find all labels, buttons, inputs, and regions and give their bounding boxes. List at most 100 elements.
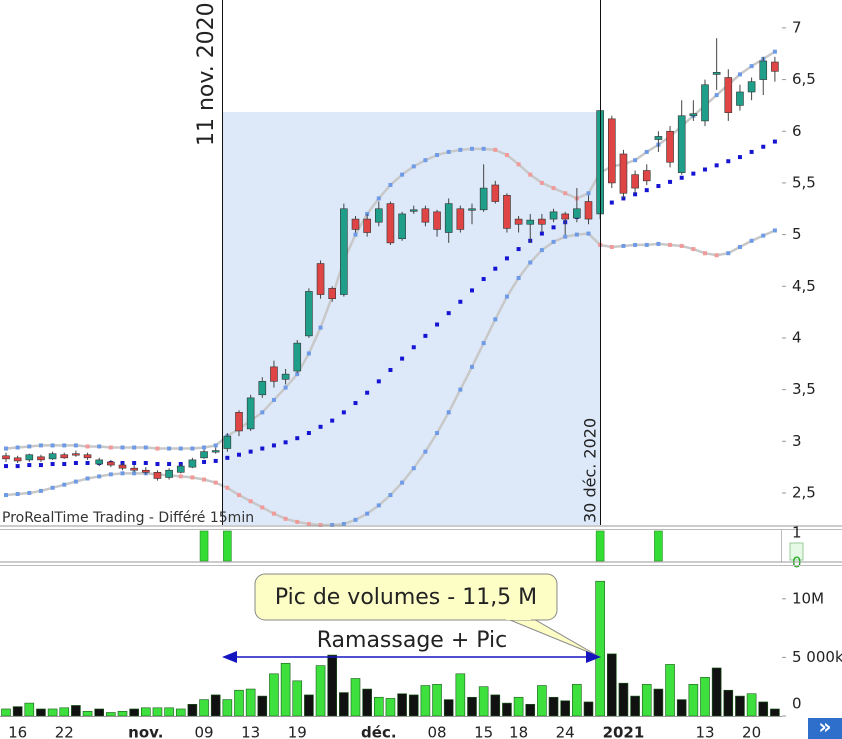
band-dot [353, 232, 358, 237]
volume-bar [595, 580, 605, 717]
middle-dot [132, 460, 137, 465]
volume-bar [199, 699, 209, 717]
volume-bar [502, 702, 512, 717]
y-tick-label: 2,5 [792, 483, 816, 501]
band-dot [761, 233, 766, 238]
middle-dot [458, 299, 463, 304]
candle-body [549, 211, 558, 220]
middle-dot [225, 455, 230, 460]
band-dot [644, 149, 649, 154]
candle-body [200, 451, 208, 459]
signal-bar [654, 530, 663, 562]
band-dot [4, 493, 8, 498]
candle-body [2, 455, 10, 460]
middle-dot [656, 184, 661, 189]
volume-bar [234, 689, 244, 717]
middle-dot [365, 390, 370, 395]
band-dot [15, 445, 20, 450]
volume-bar [187, 703, 198, 717]
volume-bar [490, 694, 501, 717]
candle-body [95, 459, 103, 465]
volume-bar [129, 708, 139, 717]
band-dot [295, 372, 300, 377]
candle-body [48, 453, 57, 460]
middle-dot [376, 379, 381, 384]
band-dot [737, 244, 742, 249]
band-dot [388, 182, 393, 187]
next-button-label[interactable]: » [819, 715, 832, 739]
volume-bar [641, 684, 652, 717]
middle-dot [15, 464, 20, 469]
middle-dot [306, 431, 311, 436]
band-dot [400, 172, 405, 177]
volume-bar [606, 653, 617, 717]
candle-body [340, 208, 348, 295]
volume-bar [141, 707, 151, 717]
volume-bar [735, 695, 745, 717]
candle-body [759, 60, 768, 80]
volume-bar [327, 654, 338, 717]
band-dot [435, 431, 440, 436]
volume-bar [618, 682, 629, 717]
candle-body [316, 263, 325, 295]
band-dot [423, 158, 428, 163]
band-dot [271, 511, 276, 516]
band-dot [481, 146, 486, 151]
band-dot [737, 72, 742, 77]
volume-bar [397, 693, 407, 717]
candle-body [130, 467, 138, 471]
x-tick-label: déc. [361, 724, 397, 739]
band-dot [435, 153, 440, 158]
band-dot [749, 238, 754, 243]
band-dot [376, 503, 381, 508]
volume-bar [117, 711, 128, 717]
next-button[interactable]: » [808, 715, 842, 739]
band-dot [586, 231, 591, 236]
band-dot [120, 445, 125, 450]
middle-dot [50, 462, 55, 467]
x-tick-label: 20 [742, 724, 761, 739]
y-tick-label: 4,5 [792, 277, 816, 295]
middle-dot [423, 333, 428, 338]
x-tick-label: 09 [195, 724, 214, 739]
band-dot [202, 445, 207, 450]
band-dot [190, 446, 195, 451]
band-dot [528, 260, 533, 265]
volume-bar [82, 711, 93, 717]
volume-bar [362, 688, 372, 717]
band-dot [178, 474, 183, 479]
band-dot [132, 471, 137, 476]
band-dot [714, 93, 719, 98]
middle-dot [85, 460, 90, 465]
candle-body [642, 170, 651, 182]
volume-bar [269, 673, 279, 717]
middle-dot [353, 401, 358, 406]
middle-dot [761, 144, 766, 149]
band-dot [458, 387, 463, 392]
band-dot [691, 247, 696, 252]
x-tick-label: 18 [509, 724, 528, 739]
candle-body [689, 113, 698, 117]
callout-text: Pic de volumes - 11,5 M [275, 585, 537, 610]
band-dot [574, 232, 579, 237]
candle-body [747, 81, 756, 93]
band-dot [120, 471, 125, 476]
band-dot [772, 228, 777, 233]
band-dot [749, 64, 754, 69]
candle-body [118, 464, 127, 469]
volume-bar [548, 696, 559, 717]
band-dot [633, 158, 638, 163]
middle-dot [213, 458, 218, 463]
band-dot [237, 493, 241, 498]
middle-dot [516, 247, 521, 252]
band-dot [213, 480, 218, 485]
arrow-head [586, 651, 601, 663]
band-dot [306, 521, 311, 526]
volume-bar [537, 685, 547, 717]
middle-dot [691, 171, 696, 176]
next-button-bg[interactable] [808, 718, 842, 739]
middle-dot [167, 462, 172, 467]
band-dot [726, 251, 731, 256]
band-dot [132, 445, 137, 450]
